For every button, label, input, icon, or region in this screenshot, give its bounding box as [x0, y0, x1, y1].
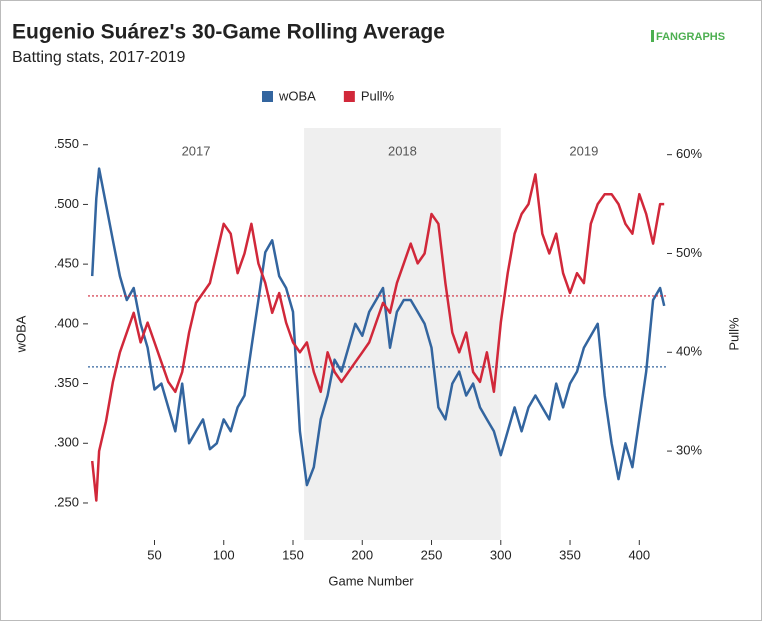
- series-line: [90, 167, 666, 487]
- y-tick-label: .300: [54, 435, 79, 450]
- x-tick-label: 200: [351, 547, 373, 562]
- y-tick-label: .500: [54, 196, 79, 211]
- y2-tick-label: 40%: [676, 344, 702, 359]
- legend-swatch: [262, 91, 273, 102]
- season-label: 2019: [569, 143, 598, 158]
- logo-mark: [651, 30, 654, 42]
- y2-axis-label: Pull%: [726, 317, 741, 351]
- legend-label: Pull%: [361, 88, 395, 103]
- x-axis-label: Game Number: [328, 573, 414, 588]
- logo: FANGRAPHS: [656, 31, 725, 43]
- y-tick-label: .450: [54, 256, 79, 271]
- chart-subtitle: Batting stats, 2017-2019: [12, 49, 186, 66]
- chart-title: Eugenio Suárez's 30-Game Rolling Average: [12, 21, 445, 44]
- x-tick-label: 350: [559, 547, 581, 562]
- y2-tick-label: 50%: [676, 245, 702, 260]
- x-tick-label: 300: [490, 547, 512, 562]
- x-tick-label: 150: [282, 547, 304, 562]
- y-tick-label: .550: [54, 136, 79, 151]
- season-band: [304, 128, 501, 540]
- y-tick-label: .250: [54, 494, 79, 509]
- x-tick-label: 100: [213, 547, 235, 562]
- y2-tick-label: 60%: [676, 146, 702, 161]
- legend-label: wOBA: [278, 88, 316, 103]
- y-axis-label: wOBA: [13, 315, 28, 353]
- season-label: 2018: [388, 143, 417, 158]
- x-tick-label: 50: [147, 547, 161, 562]
- y2-tick-label: 30%: [676, 443, 702, 458]
- x-tick-label: 250: [421, 547, 443, 562]
- y-tick-label: .400: [54, 315, 79, 330]
- series-line: [90, 173, 665, 502]
- y-tick-label: .350: [54, 375, 79, 390]
- legend-swatch: [343, 91, 355, 102]
- season-label: 2017: [182, 143, 211, 158]
- x-tick-label: 400: [628, 547, 650, 562]
